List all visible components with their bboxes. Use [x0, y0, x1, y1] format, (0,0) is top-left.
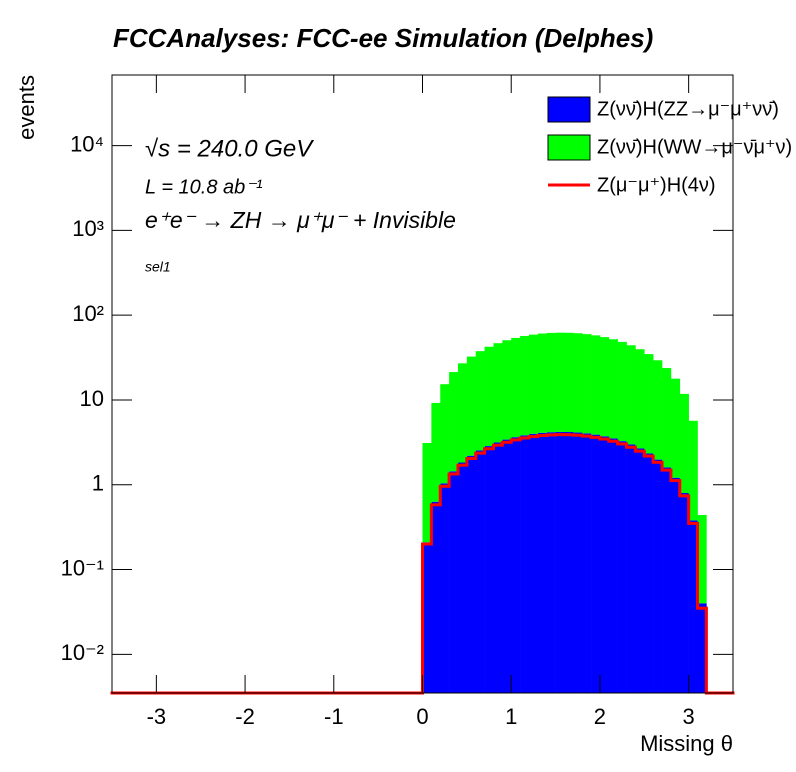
- bar: [511, 337, 521, 438]
- annotation: L = 10.8 ab⁻¹: [145, 176, 263, 198]
- bar: [555, 332, 565, 432]
- bar: [484, 446, 494, 693]
- bar: [617, 341, 627, 442]
- bar: [555, 431, 565, 693]
- bar: [662, 368, 672, 468]
- bar: [537, 432, 547, 693]
- bar: [546, 332, 556, 433]
- y-tick-label: 1: [92, 471, 104, 496]
- bar: [670, 477, 681, 693]
- bar: [564, 332, 574, 432]
- x-tick-label: -1: [324, 704, 344, 729]
- y-tick-label: 10⁻²: [61, 640, 104, 665]
- bar: [626, 444, 636, 693]
- legend-label: Z(μ⁻μ⁺)H(4ν): [597, 174, 716, 196]
- chart-title: FCCAnalyses: FCC-ee Simulation (Delphes): [113, 23, 653, 53]
- bar: [582, 334, 592, 434]
- x-tick-label: -2: [235, 704, 255, 729]
- bar: [582, 433, 592, 693]
- annotation: sel1: [145, 259, 171, 275]
- bar: [670, 378, 681, 478]
- bar: [697, 603, 707, 693]
- bar: [511, 437, 521, 693]
- y-tick-label: 10²: [72, 301, 104, 326]
- bar: [457, 462, 468, 693]
- bar: [662, 467, 672, 693]
- bar: [431, 501, 441, 693]
- bar: [688, 520, 698, 693]
- bar: [653, 459, 663, 693]
- plot-area: [110, 332, 735, 695]
- x-axis-label: Missing θ: [640, 731, 733, 756]
- y-tick-label: 10³: [72, 216, 104, 241]
- x-tick-label: 2: [594, 704, 606, 729]
- bar: [475, 450, 485, 693]
- annotation: √s = 240.0 GeV: [145, 135, 314, 162]
- bar: [528, 334, 539, 434]
- bar: [466, 455, 477, 693]
- bar: [440, 483, 450, 693]
- bar: [644, 453, 654, 693]
- bar: [484, 346, 494, 447]
- bar: [475, 351, 485, 451]
- bar: [520, 435, 530, 693]
- bar: [653, 360, 663, 460]
- bar: [573, 432, 583, 693]
- bar: [502, 340, 512, 440]
- bar: [493, 442, 503, 693]
- legend-label: Z(νν̄)H(WW→μ⁻ν̄μ⁺ν): [597, 136, 792, 158]
- bar: [626, 345, 636, 445]
- bar: [688, 420, 698, 521]
- bar: [422, 542, 432, 693]
- y-tick-label: 10: [80, 386, 104, 411]
- bar: [564, 431, 574, 693]
- bar: [697, 514, 707, 604]
- bar: [449, 372, 459, 472]
- x-tick-label: 1: [505, 704, 517, 729]
- bar: [493, 343, 503, 443]
- bar: [635, 349, 645, 449]
- annotation: e⁺e⁻ → ZH → μ⁺μ⁻ + Invisible: [145, 207, 456, 233]
- x-tick-label: 0: [416, 704, 428, 729]
- bar: [520, 335, 530, 436]
- bar: [537, 333, 547, 433]
- bar: [449, 471, 459, 693]
- bar: [635, 448, 645, 693]
- bar: [599, 436, 610, 693]
- bar: [431, 402, 441, 502]
- bar: [617, 441, 627, 693]
- legend-swatch: [547, 134, 591, 161]
- legend-swatch: [547, 96, 591, 123]
- bar: [466, 356, 477, 456]
- bar: [440, 384, 450, 484]
- bar: [608, 438, 618, 693]
- bar: [591, 335, 601, 435]
- y-axis-label: events: [14, 75, 39, 140]
- bar: [608, 339, 618, 439]
- bar: [546, 432, 556, 693]
- bar: [679, 393, 689, 493]
- bar: [599, 337, 610, 437]
- y-tick-label: 10⁴: [70, 131, 104, 156]
- x-tick-label: 3: [683, 704, 695, 729]
- legend: Z(νν̄)H(ZZ→μ⁻μ⁺νν̄) Z(νν̄)H(WW→μ⁻ν̄μ⁺ν) Z(…: [547, 96, 792, 196]
- bar: [528, 433, 539, 693]
- bar: [644, 354, 654, 454]
- bar: [422, 442, 432, 543]
- bar: [679, 492, 689, 693]
- bar: [591, 434, 601, 693]
- x-tick-label: -3: [147, 704, 167, 729]
- y-tick-label: 10⁻¹: [61, 555, 104, 580]
- bar: [502, 439, 512, 693]
- bar: [457, 363, 468, 463]
- legend-label: Z(νν̄)H(ZZ→μ⁻μ⁺νν̄): [597, 98, 779, 120]
- bar: [573, 333, 583, 433]
